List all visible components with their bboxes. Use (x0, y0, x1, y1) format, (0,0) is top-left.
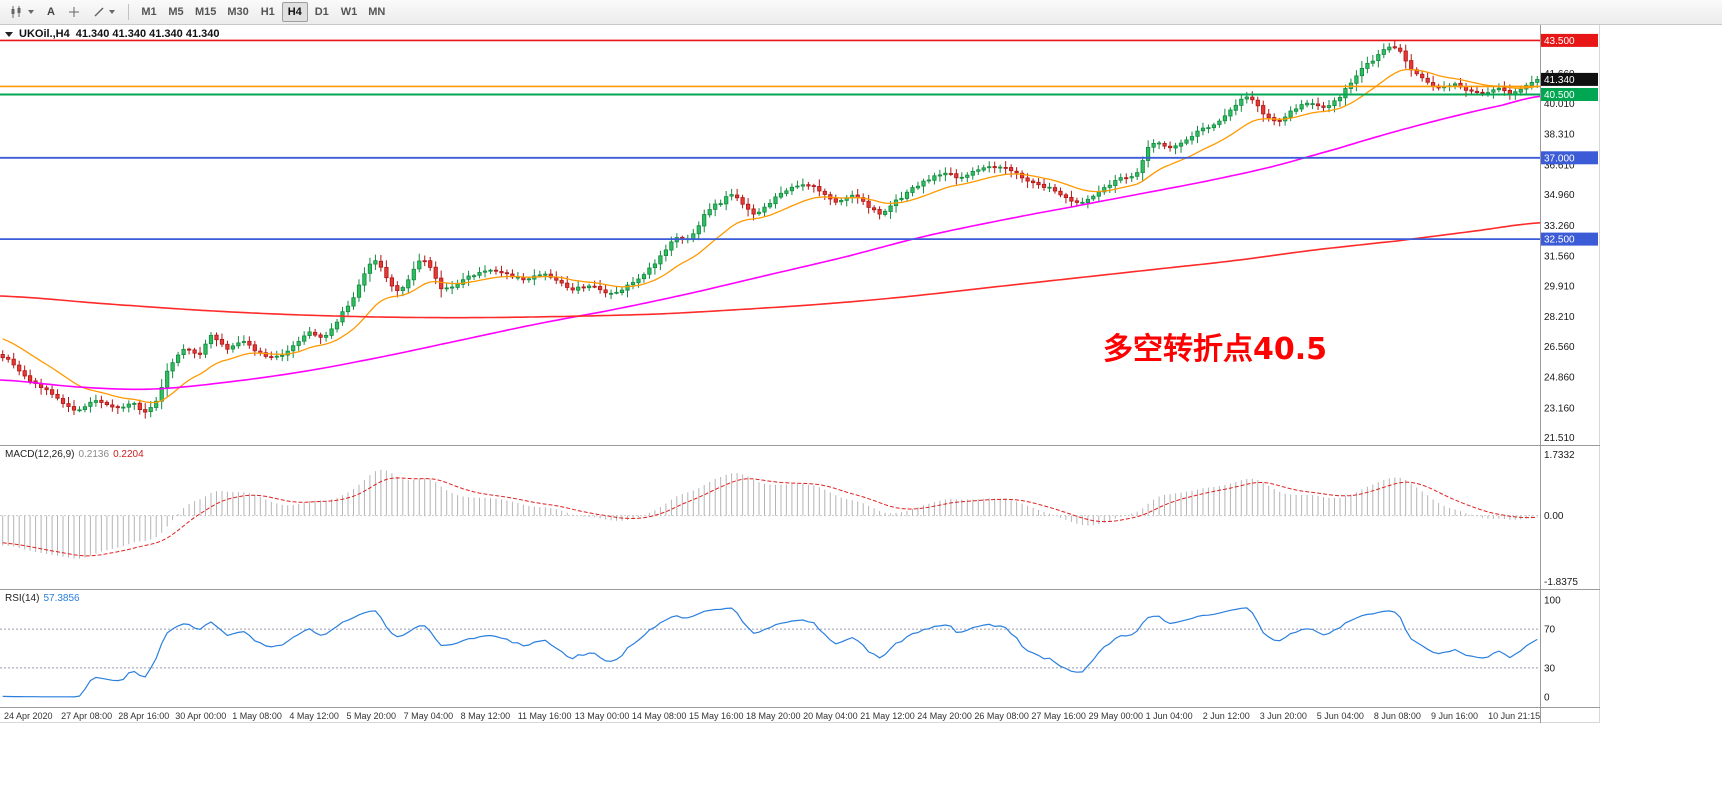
svg-text:34.960: 34.960 (1544, 190, 1575, 201)
svg-text:100: 100 (1544, 596, 1561, 607)
svg-text:7 May 04:00: 7 May 04:00 (404, 711, 454, 721)
svg-text:5 Jun 04:00: 5 Jun 04:00 (1317, 711, 1364, 721)
chevron-down-icon (28, 10, 34, 14)
timeframe-button-d1[interactable]: D1 (314, 6, 329, 18)
svg-text:5 May 20:00: 5 May 20:00 (347, 711, 397, 721)
svg-text:31.560: 31.560 (1544, 252, 1575, 263)
timeframe-button-m1[interactable]: M1 (141, 6, 157, 18)
candles-layer (0, 40, 1540, 419)
svg-text:30 Apr 00:00: 30 Apr 00:00 (175, 711, 226, 721)
chevron-down-icon (108, 10, 115, 14)
svg-text:26.560: 26.560 (1544, 342, 1575, 353)
svg-text:14 May 08:00: 14 May 08:00 (632, 711, 687, 721)
main-toolbar: A M1 M5 M15 M30 H1 H4 D1 W1 MN (0, 0, 1722, 25)
svg-text:27 May 16:00: 27 May 16:00 (1031, 711, 1086, 721)
svg-text:8 Jun 08:00: 8 Jun 08:00 (1374, 711, 1421, 721)
timeframe-button-h1[interactable]: H1 (260, 6, 275, 18)
svg-text:1 May 08:00: 1 May 08:00 (232, 711, 282, 721)
svg-text:33.260: 33.260 (1544, 221, 1575, 232)
svg-text:24 May 20:00: 24 May 20:00 (917, 711, 972, 721)
toolbar-separator (127, 4, 129, 20)
svg-text:4 May 12:00: 4 May 12:00 (289, 711, 339, 721)
price-badge: 41.340 (1544, 75, 1575, 86)
timeframe-button-mn[interactable]: MN (368, 6, 386, 18)
svg-text:13 May 00:00: 13 May 00:00 (575, 711, 630, 721)
svg-text:20 May 04:00: 20 May 04:00 (803, 711, 858, 721)
svg-text:1 Jun 04:00: 1 Jun 04:00 (1146, 711, 1193, 721)
svg-text:0.00: 0.00 (1544, 511, 1564, 522)
svg-text:21.510: 21.510 (1544, 433, 1575, 444)
svg-text:27 Apr 08:00: 27 Apr 08:00 (61, 711, 112, 721)
chart-canvas[interactable]: 41.66040.01038.31036.61034.96033.26031.5… (0, 25, 1600, 723)
crosshair-icon (68, 7, 79, 17)
crosshair-tool-button[interactable] (62, 2, 86, 22)
timeframe-button-h4[interactable]: H4 (281, 2, 308, 22)
timeframe-button-w1[interactable]: W1 (340, 6, 358, 18)
svg-text:40.010: 40.010 (1544, 99, 1575, 110)
price-badge: 43.500 (1544, 36, 1575, 47)
annotation-tool-label: A (47, 6, 55, 18)
timeframe-button-m5[interactable]: M5 (168, 6, 184, 18)
macd-panel (0, 469, 1540, 559)
svg-text:0: 0 (1544, 693, 1550, 704)
svg-text:24 Apr 2020: 24 Apr 2020 (4, 711, 53, 721)
draw-tools-button[interactable] (87, 2, 121, 22)
chart-window: 41.66040.01038.31036.61034.96033.26031.5… (0, 25, 1600, 723)
svg-text:11 May 16:00: 11 May 16:00 (518, 711, 572, 721)
trendline-icon (94, 7, 104, 17)
annotation-tool-button[interactable]: A (41, 2, 61, 22)
svg-text:36.610: 36.610 (1544, 160, 1575, 171)
svg-text:3 Jun 20:00: 3 Jun 20:00 (1260, 711, 1307, 721)
svg-text:21 May 12:00: 21 May 12:00 (860, 711, 915, 721)
svg-text:28.210: 28.210 (1544, 312, 1575, 323)
candlestick-chart-icon (11, 6, 21, 18)
chart-type-button[interactable] (3, 2, 40, 22)
svg-text:70: 70 (1544, 625, 1556, 636)
timeframe-button-m15[interactable]: M15 (194, 6, 217, 18)
svg-text:30: 30 (1544, 663, 1556, 674)
rsi-panel (0, 607, 1540, 698)
svg-text:24.860: 24.860 (1544, 373, 1575, 384)
svg-text:38.310: 38.310 (1544, 130, 1575, 141)
svg-text:28 Apr 16:00: 28 Apr 16:00 (118, 711, 169, 721)
price-badge: 32.500 (1544, 235, 1575, 246)
svg-text:15 May 16:00: 15 May 16:00 (689, 711, 744, 721)
price-axis[interactable]: 41.66040.01038.31036.61034.96033.26031.5… (0, 25, 1600, 723)
timeframe-group: M1 M5 M15 M30 H1 H4 D1 W1 MN (136, 2, 390, 22)
svg-text:29 May 00:00: 29 May 00:00 (1089, 711, 1144, 721)
svg-text:26 May 08:00: 26 May 08:00 (974, 711, 1029, 721)
svg-text:2 Jun 12:00: 2 Jun 12:00 (1203, 711, 1250, 721)
svg-text:-1.8375: -1.8375 (1544, 577, 1578, 588)
horizontal-lines-layer (0, 39, 1540, 241)
date-axis[interactable]: 24 Apr 2020 27 Apr 08:00 28 Apr 16:00 30 Ap… (4, 711, 1540, 721)
svg-text:23.160: 23.160 (1544, 403, 1575, 414)
svg-text:29.910: 29.910 (1544, 281, 1575, 292)
moving-averages-layer (0, 68, 1540, 404)
price-badge: 40.500 (1544, 90, 1575, 101)
svg-text:1.7332: 1.7332 (1544, 450, 1575, 461)
timeframe-button-m30[interactable]: M30 (227, 6, 249, 18)
price-badge: 37.000 (1544, 153, 1575, 164)
svg-text:8 May 12:00: 8 May 12:00 (461, 711, 511, 721)
svg-text:10 Jun 21:15: 10 Jun 21:15 (1488, 711, 1540, 721)
svg-text:9 Jun 16:00: 9 Jun 16:00 (1431, 711, 1478, 721)
svg-text:18 May 20:00: 18 May 20:00 (746, 711, 801, 721)
